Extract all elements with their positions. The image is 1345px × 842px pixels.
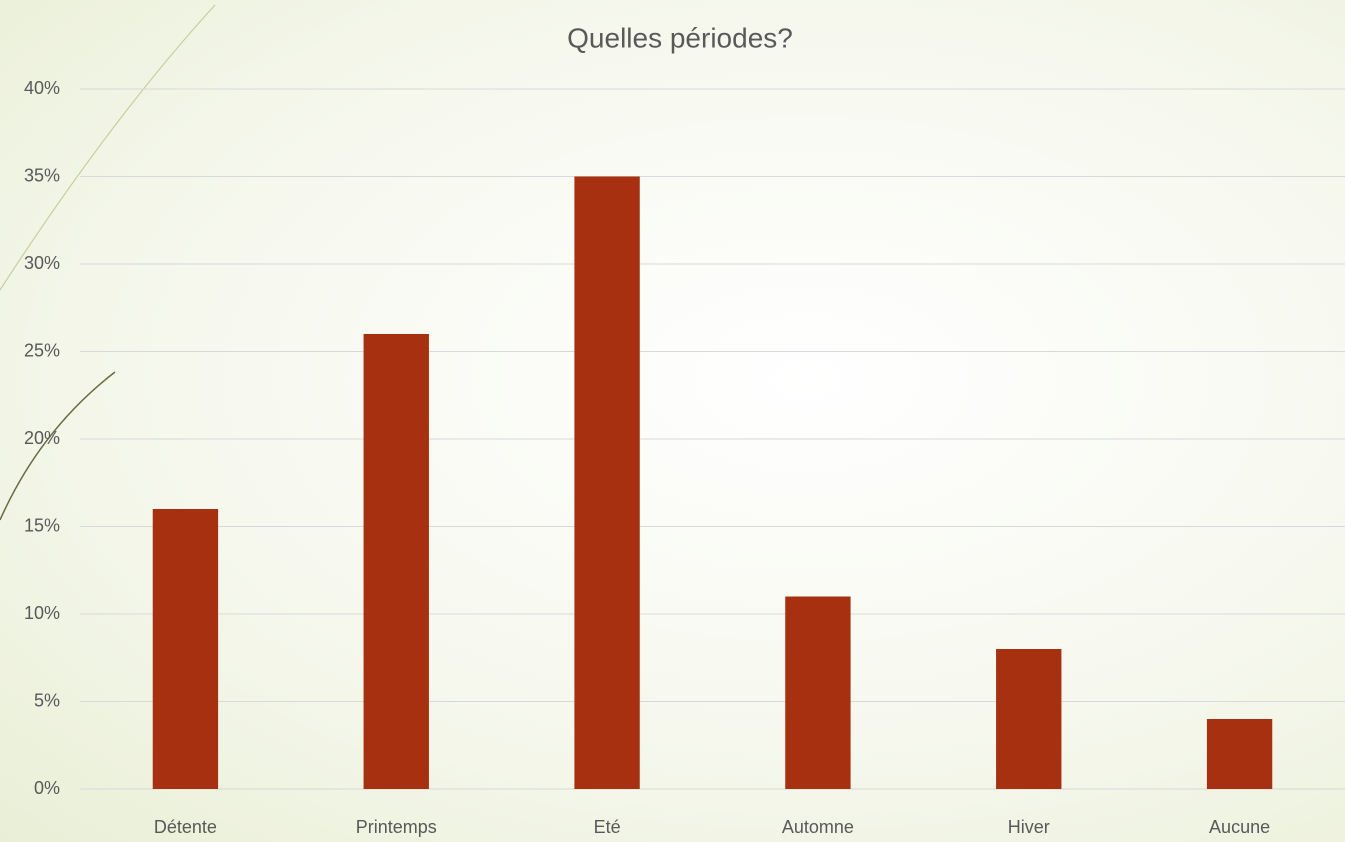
x-tick-label: Automne xyxy=(782,817,854,837)
y-tick-label: 40% xyxy=(24,78,60,98)
y-tick-label: 20% xyxy=(24,428,60,448)
x-tick-label: Printemps xyxy=(356,817,437,837)
grid: 0% 5% 10% 15% 20% 25% 30% 35% 40% xyxy=(24,78,1345,798)
bar xyxy=(574,176,640,789)
bar xyxy=(152,509,219,789)
y-tick-label: 25% xyxy=(24,340,60,360)
x-tick-label: Détente xyxy=(154,817,217,837)
bar xyxy=(363,334,429,789)
bar xyxy=(785,596,851,789)
y-tick-label: 10% xyxy=(24,603,60,623)
bar xyxy=(1206,719,1273,789)
y-tick-label: 0% xyxy=(34,778,60,798)
x-tick-label: Eté xyxy=(594,817,621,837)
x-tick-label: Aucune xyxy=(1209,817,1270,837)
bars: Détente Printemps Eté Automne Hiver Aucune xyxy=(152,176,1273,837)
y-tick-label: 15% xyxy=(24,515,60,535)
y-tick-label: 35% xyxy=(24,165,60,185)
bar xyxy=(996,649,1062,789)
decoration xyxy=(0,4,216,521)
chart-title: Quelles périodes? xyxy=(567,22,793,53)
y-tick-label: 30% xyxy=(24,253,60,273)
y-tick-label: 5% xyxy=(34,690,60,710)
x-tick-label: Hiver xyxy=(1008,817,1050,837)
